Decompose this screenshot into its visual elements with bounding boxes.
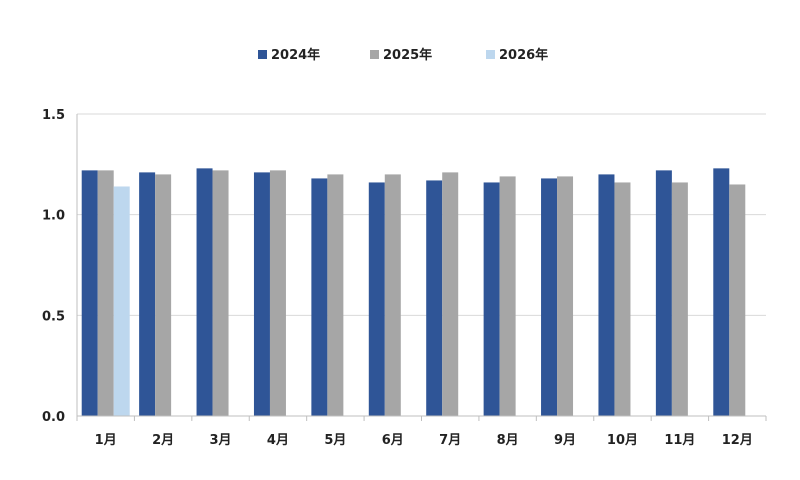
bar-2024年-12月 xyxy=(713,168,730,416)
bar-2024年-2月 xyxy=(139,172,156,416)
bar-2025年-8月 xyxy=(499,176,516,416)
bar-2024年-4月 xyxy=(253,172,270,416)
bar-2026年-1月 xyxy=(113,186,130,416)
bar-2024年-5月 xyxy=(311,178,328,416)
x-tick-label: 5月 xyxy=(324,433,346,448)
legend-label: 2026年 xyxy=(499,47,548,63)
bar-2024年-8月 xyxy=(483,182,500,416)
x-axis: 1月 2月 3月 4月 5月 6月 7月 8月 9月 10月 11月 12月 xyxy=(76,415,767,448)
gridlines xyxy=(77,113,766,316)
legend-label: 2024年 xyxy=(271,47,320,63)
bar-2024年-3月 xyxy=(196,168,213,416)
legend-swatch xyxy=(370,50,379,59)
y-tick-label: 1.0 xyxy=(42,209,65,224)
x-tick-label: 8月 xyxy=(497,433,519,448)
x-tick-label: 2月 xyxy=(152,433,174,448)
legend-label: 2025年 xyxy=(383,47,432,63)
x-tick-label: 10月 xyxy=(607,433,638,448)
legend-swatch xyxy=(486,50,495,59)
x-tick-label: 1月 xyxy=(95,433,117,448)
bar-2025年-6月 xyxy=(384,174,401,416)
y-tick-label: 0.0 xyxy=(42,410,65,425)
bar-2025年-10月 xyxy=(614,182,631,416)
bars xyxy=(81,168,746,416)
bar-2025年-4月 xyxy=(269,170,286,416)
x-tick-label: 9月 xyxy=(554,433,576,448)
x-tick-label: 7月 xyxy=(439,433,461,448)
bar-2025年-3月 xyxy=(212,170,229,416)
x-tick-label: 12月 xyxy=(722,433,753,448)
legend-swatch xyxy=(258,50,267,59)
bar-2024年-6月 xyxy=(368,182,385,416)
bar-2025年-5月 xyxy=(327,174,344,416)
bar-2024年-1月 xyxy=(81,170,98,416)
bar-2025年-11月 xyxy=(671,182,688,416)
bar-2025年-9月 xyxy=(557,176,574,416)
y-axis: 0.0 0.5 1.0 1.5 xyxy=(42,108,78,425)
bar-2025年-1月 xyxy=(97,170,114,416)
x-tick-label: 11月 xyxy=(664,433,695,448)
bar-2025年-2月 xyxy=(155,174,172,416)
bar-2025年-7月 xyxy=(442,172,459,416)
bar-2024年-11月 xyxy=(655,170,672,416)
y-tick-label: 1.5 xyxy=(42,108,65,123)
y-tick-label: 0.5 xyxy=(42,309,65,324)
bar-2025年-12月 xyxy=(729,184,746,416)
bar-2024年-10月 xyxy=(598,174,615,416)
x-tick-label: 6月 xyxy=(382,433,404,448)
bar-2024年-7月 xyxy=(426,180,443,416)
x-tick-label: 3月 xyxy=(210,433,232,448)
bar-2024年-9月 xyxy=(541,178,558,416)
legend: 2024年 2025年 2026年 xyxy=(258,47,548,63)
x-tick-label: 4月 xyxy=(267,433,289,448)
